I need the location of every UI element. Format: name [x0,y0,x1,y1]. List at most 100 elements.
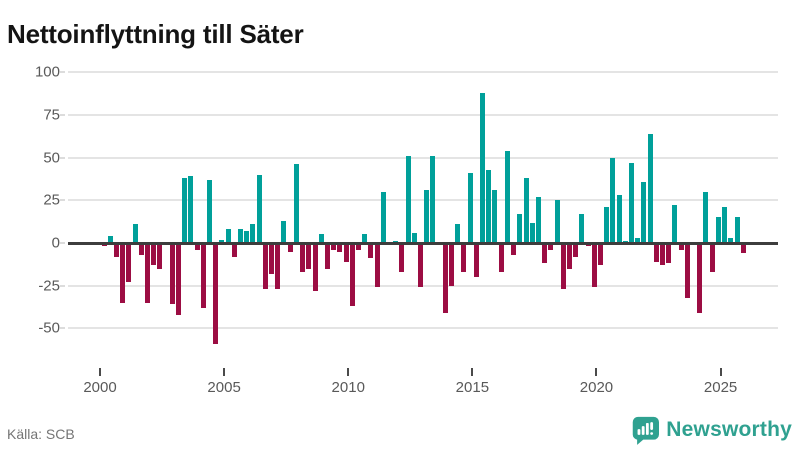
bar-2025-Q2 [728,237,734,243]
bar-2001-Q1 [126,243,132,283]
y-axis-label-100: 100 [34,63,60,81]
y-axis-label-0: 0 [51,234,60,252]
bar-2022-Q1 [647,133,653,243]
bar-2010-Q3 [362,234,368,243]
x-axis-label-2000: 2000 [83,379,117,396]
gridline-y-25 [68,199,778,202]
source-note: Källa: SCB [7,426,75,442]
bar-2025-Q3 [734,217,740,243]
bar-2003-Q4 [194,243,200,250]
zero-axis-line [68,242,778,245]
bar-2004-Q1 [200,243,206,308]
x-axis-tick-2010 [347,368,350,376]
bar-2006-Q2 [256,174,262,243]
bar-2012-Q3 [411,232,417,243]
y-axis-tick [60,113,65,116]
bar-2000-Q2 [107,236,113,243]
bar-2019-Q2 [579,213,585,243]
bar-2006-Q3 [262,243,268,290]
newsworthy-logo-text: Newsworthy [666,418,792,441]
bar-2017-Q2 [529,222,535,243]
y-axis-label--50: -50 [38,319,60,337]
bar-2022-Q3 [660,243,666,266]
bar-2016-Q2 [504,150,510,243]
x-axis-label-2010: 2010 [331,379,365,396]
bar-2008-Q4 [318,234,324,243]
bar-2003-Q1 [175,243,181,315]
bar-2021-Q3 [635,237,641,243]
bar-2005-Q3 [238,229,244,243]
bar-2011-Q1 [374,243,380,288]
gridline-y-75 [68,113,778,116]
bar-2000-Q3 [113,243,119,257]
newsworthy-logo: Newsworthy [631,413,792,447]
bar-2001-Q2 [132,224,138,243]
bar-2024-Q3 [709,243,715,272]
bar-2017-Q1 [523,178,529,243]
bar-2018-Q3 [560,243,566,290]
bar-2007-Q3 [287,243,293,252]
bar-2016-Q4 [517,213,523,243]
plot-area: 100 75 50 25 0 -25 -50 2000 2005 2010 2015 2020 2025 [35,64,778,396]
bar-2022-Q2 [653,243,659,262]
bar-2012-Q1 [399,243,405,272]
bar-2002-Q1 [151,243,157,266]
x-axis-label-2005: 2005 [207,379,241,396]
bar-2015-Q3 [486,169,492,243]
y-axis-label-75: 75 [43,106,60,124]
bar-2024-Q1 [697,243,703,313]
bar-2011-Q2 [380,191,386,243]
bar-2009-Q2 [331,243,337,250]
bar-2002-Q4 [169,243,175,305]
bar-2020-Q4 [616,195,622,243]
bar-2009-Q1 [324,243,330,269]
bar-2005-Q4 [244,231,250,243]
y-axis-label-25: 25 [43,191,60,209]
bar-2023-Q2 [678,243,684,250]
bar-2020-Q3 [610,157,616,243]
bar-2009-Q3 [337,243,343,252]
bar-2004-Q2 [207,179,212,243]
y-axis-tick [60,327,65,330]
bar-2004-Q3 [213,243,219,344]
chart-title: Nettoinflyttning till Säter [7,19,304,50]
y-axis-tick [60,156,65,159]
y-axis-tick [60,199,65,202]
bar-2022-Q4 [666,243,672,264]
bar-2010-Q2 [355,243,361,250]
bar-2007-Q1 [275,243,281,290]
bar-2020-Q2 [604,207,610,243]
bar-2001-Q4 [144,243,150,303]
bar-2014-Q1 [449,243,455,286]
bar-2010-Q4 [368,243,374,259]
x-axis-label-2015: 2015 [455,379,490,396]
x-axis-tick-2000 [99,368,101,376]
x-axis-tick-2015 [471,368,474,376]
bar-2015-Q4 [492,190,498,243]
bar-2012-Q2 [405,155,411,243]
bar-2016-Q1 [498,243,504,272]
bar-2009-Q4 [343,243,349,262]
gridline-y--50 [68,327,778,330]
bar-2005-Q2 [231,243,237,257]
bar-2017-Q4 [542,243,548,264]
bar-2019-Q4 [591,243,597,288]
bar-2019-Q1 [573,243,579,257]
bar-2003-Q3 [188,176,194,243]
gridline-y-50 [68,156,778,159]
bar-2025-Q4 [740,243,746,254]
bar-2013-Q4 [442,243,448,313]
bar-2002-Q2 [157,243,163,269]
bar-2008-Q1 [300,243,306,272]
bar-2006-Q4 [269,243,275,274]
bar-2004-Q4 [219,239,225,243]
x-axis-tick-2005 [223,368,226,376]
bar-2008-Q2 [306,243,312,269]
x-axis-tick-2020 [595,368,598,376]
bar-2016-Q3 [511,243,517,255]
x-axis-label-2020: 2020 [579,379,614,396]
bar-2007-Q4 [293,164,299,243]
y-axis-label-50: 50 [43,149,60,167]
bar-2017-Q3 [535,196,541,243]
x-axis-label-2025: 2025 [703,379,738,396]
